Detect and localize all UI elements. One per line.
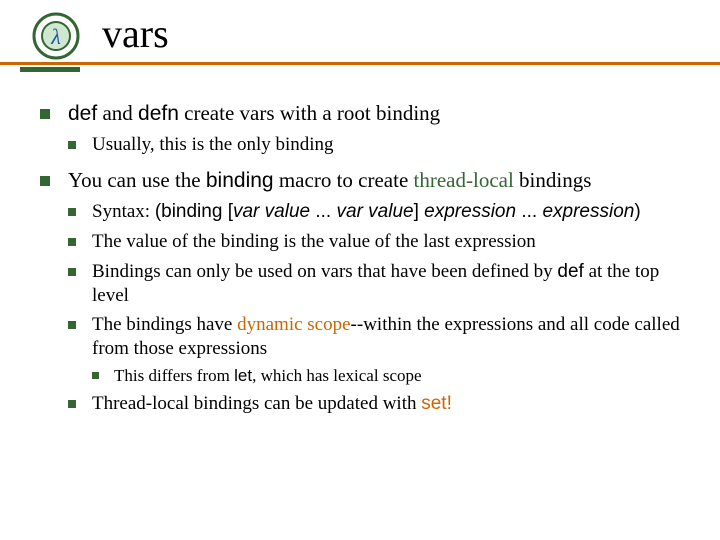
slide-body: def and defn create vars with a root bin… bbox=[40, 100, 690, 426]
code-span: set! bbox=[421, 393, 452, 414]
code-span: ) bbox=[634, 201, 640, 222]
highlight-span: dynamic scope bbox=[237, 314, 350, 335]
code-span: ... bbox=[516, 201, 542, 222]
slide-header: λ vars bbox=[0, 0, 720, 74]
text-span: Bindings can only be used on vars that h… bbox=[92, 261, 557, 282]
code-ital-span: expression bbox=[424, 201, 516, 222]
text-span: and bbox=[97, 101, 138, 125]
text-span: bindings bbox=[514, 168, 592, 192]
text-span: You can use the bbox=[68, 168, 206, 192]
code-span: def bbox=[68, 102, 97, 125]
bullet-lvl2: The bindings have dynamic scope--within … bbox=[68, 313, 690, 386]
title-rule-orange bbox=[0, 62, 720, 65]
svg-text:λ: λ bbox=[50, 24, 61, 49]
bullet-lvl1: You can use the binding macro to create … bbox=[40, 167, 690, 416]
code-ital-span: var value bbox=[337, 201, 414, 222]
bullet-lvl2: Syntax: (binding [var value ... var valu… bbox=[68, 200, 690, 224]
bullet-lvl2: Thread-local bindings can be updated wit… bbox=[68, 392, 690, 416]
text-span: Syntax: bbox=[92, 201, 155, 222]
bullet-lvl2: Usually, this is the only binding bbox=[68, 133, 690, 157]
code-span: (binding [ bbox=[155, 201, 233, 222]
text-span: , which has lexical scope bbox=[252, 366, 421, 385]
text-span: The bindings have bbox=[92, 314, 237, 335]
bullet-lvl2: Bindings can only be used on vars that h… bbox=[68, 260, 690, 308]
code-ital-span: var value bbox=[233, 201, 310, 222]
code-span: let bbox=[234, 366, 252, 385]
text-span: create vars with a root binding bbox=[179, 101, 440, 125]
text-span: The value of the binding is the value of… bbox=[92, 231, 536, 252]
text-span: Thread-local bindings can be updated wit… bbox=[92, 393, 421, 414]
code-span: defn bbox=[138, 102, 179, 125]
text-span: This differs from bbox=[114, 366, 234, 385]
code-span: binding bbox=[206, 169, 274, 192]
code-span: def bbox=[557, 261, 583, 282]
highlight-span: thread-local bbox=[414, 168, 514, 192]
code-ital-span: expression bbox=[542, 201, 634, 222]
lambda-logo-icon: λ bbox=[32, 12, 80, 60]
bullet-lvl3: This differs from let, which has lexical… bbox=[92, 365, 690, 386]
text-span: Usually, this is the only binding bbox=[92, 134, 334, 155]
code-span: ... bbox=[310, 201, 336, 222]
text-span: macro to create bbox=[274, 168, 414, 192]
code-span: ] bbox=[414, 201, 425, 222]
title-rule-green bbox=[20, 67, 80, 72]
bullet-lvl2: The value of the binding is the value of… bbox=[68, 230, 690, 254]
bullet-lvl1: def and defn create vars with a root bin… bbox=[40, 100, 690, 157]
slide-title: vars bbox=[102, 10, 169, 57]
